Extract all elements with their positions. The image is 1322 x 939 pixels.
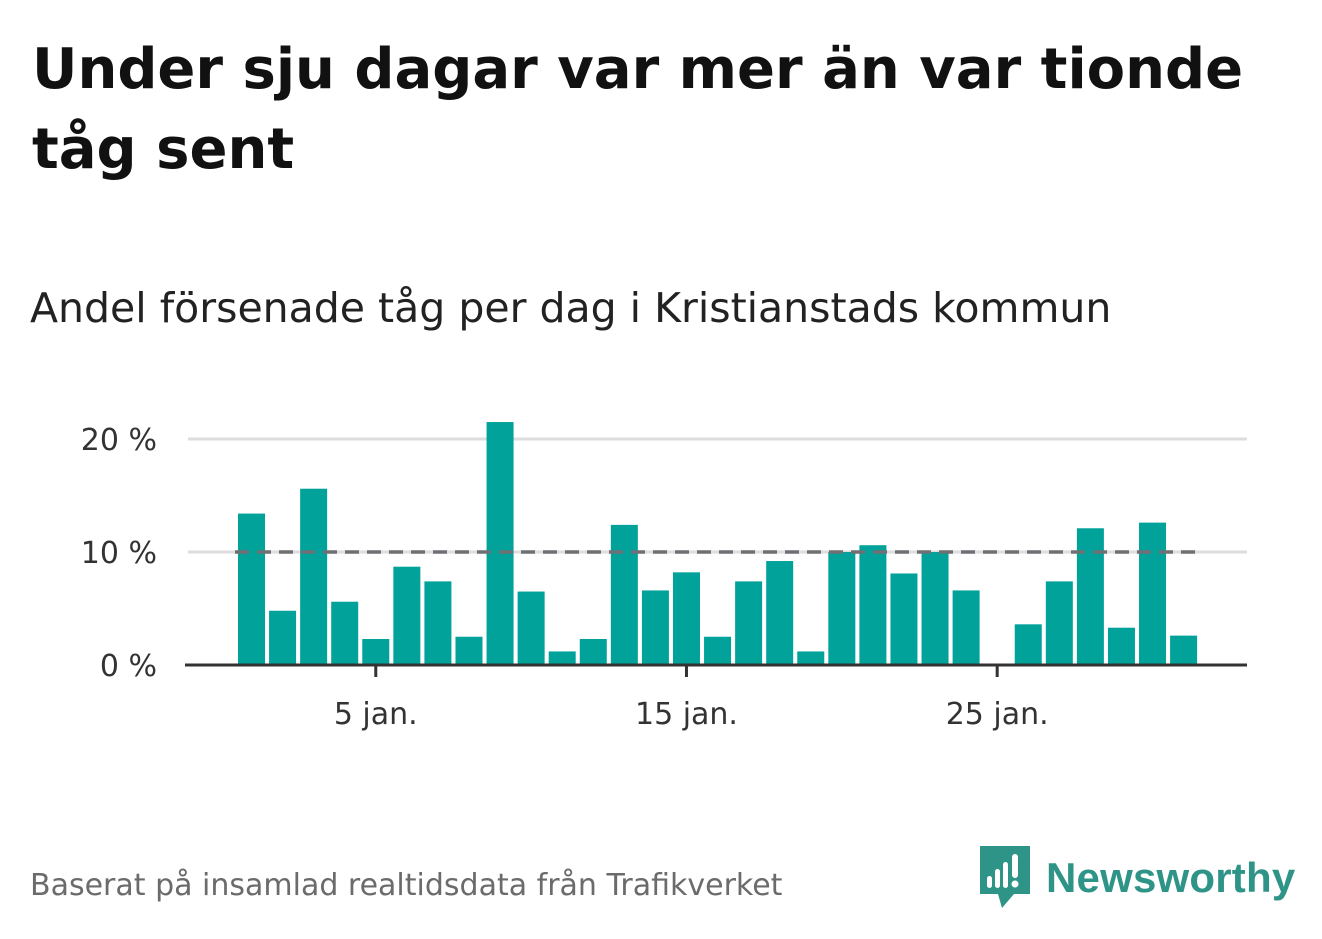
bar xyxy=(331,601,359,665)
chart-title: Under sju dagar var mer än var tionde tå… xyxy=(32,37,1244,182)
bar xyxy=(641,590,669,665)
bar xyxy=(1076,528,1104,665)
bars xyxy=(238,422,1198,665)
bar xyxy=(579,639,607,665)
x-tick-label: 25 jan. xyxy=(946,697,1049,732)
bar xyxy=(1107,627,1135,665)
bar xyxy=(1014,624,1042,665)
bar xyxy=(859,545,887,665)
bar xyxy=(424,581,452,665)
chart-subtitle: Andel försenade tåg per dag i Kristianst… xyxy=(30,284,1112,332)
bar xyxy=(735,581,763,665)
bar xyxy=(548,651,576,665)
bar xyxy=(517,591,545,665)
bar xyxy=(362,639,390,665)
bar xyxy=(952,590,980,665)
bar xyxy=(921,552,949,665)
y-tick-label: 0 % xyxy=(100,649,157,684)
x-tick-label: 15 jan. xyxy=(635,697,738,732)
bar xyxy=(672,572,700,665)
y-tick-label: 20 % xyxy=(81,423,157,458)
bar xyxy=(1045,581,1073,665)
bar xyxy=(766,561,794,665)
bar xyxy=(1170,635,1198,665)
bar xyxy=(828,552,856,665)
x-tick-label: 5 jan. xyxy=(334,697,418,732)
bar xyxy=(1139,522,1167,665)
bar xyxy=(610,524,638,665)
brand-logo: Newsworthy xyxy=(980,846,1295,910)
source-note: Baserat på insamlad realtidsdata från Tr… xyxy=(30,868,783,903)
bar xyxy=(797,651,825,665)
axes: 0 % 10 % 20 % 5 jan. 15 jan. 25 jan. xyxy=(81,423,1247,732)
newsworthy-logo-icon xyxy=(980,846,1030,908)
bar xyxy=(455,636,483,665)
brand-name: Newsworthy xyxy=(1046,854,1296,901)
y-tick-label: 10 % xyxy=(81,536,157,571)
bar xyxy=(300,488,328,665)
bar-chart: 0 % 10 % 20 % 5 jan. 15 jan. 25 jan. xyxy=(81,422,1247,732)
bar xyxy=(704,636,732,665)
bar xyxy=(238,513,265,665)
bar xyxy=(890,573,918,665)
bar xyxy=(486,422,514,665)
bar xyxy=(269,610,297,665)
bar xyxy=(393,566,421,665)
gridlines xyxy=(188,437,1247,554)
